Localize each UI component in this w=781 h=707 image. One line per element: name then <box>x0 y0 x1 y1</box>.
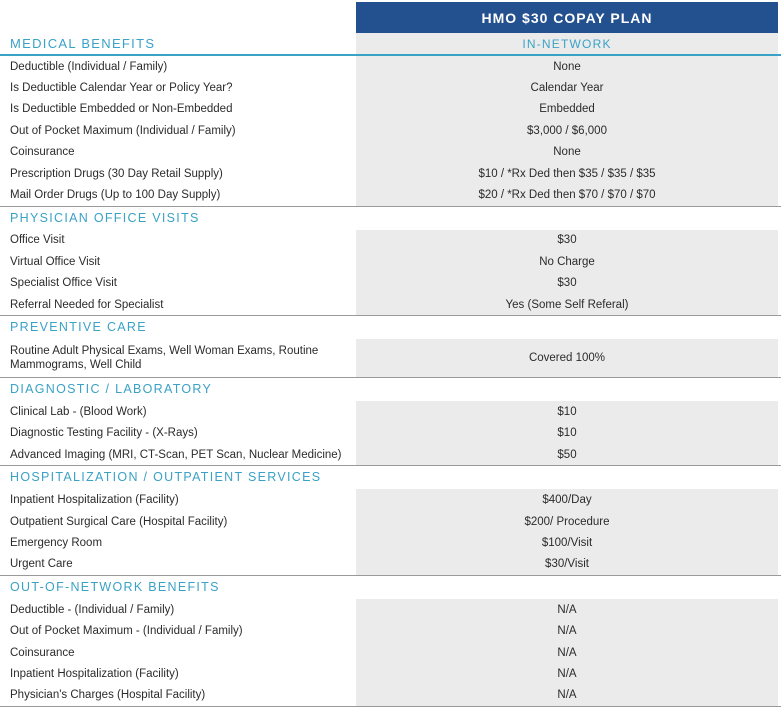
benefit-label: Is Deductible Calendar Year or Policy Ye… <box>10 82 233 95</box>
benefit-value: $10 <box>356 422 778 445</box>
benefit-label: Advanced Imaging (MRI, CT-Scan, PET Scan… <box>10 448 342 461</box>
benefit-label: Deductible (Individual / Family) <box>10 60 168 73</box>
section-title: PREVENTIVE CARE <box>10 320 147 335</box>
table-row: Mail Order Drugs (Up to 100 Day Supply) $… <box>0 184 781 206</box>
table-row: Deductible (Individual / Family) None <box>0 56 781 78</box>
table-row: Specialist Office Visit $30 <box>0 272 781 294</box>
section-header: PHYSICIAN OFFICE VISITS <box>0 205 781 230</box>
benefit-label: Out of Pocket Maximum (Individual / Fami… <box>10 124 236 137</box>
section-header: PREVENTIVE CARE <box>0 315 781 339</box>
benefit-value: N/A <box>356 663 778 685</box>
benefit-value: $100/Visit <box>356 532 778 554</box>
benefit-label: Virtual Office Visit <box>10 255 101 268</box>
benefit-value: $400/Day <box>356 489 778 511</box>
benefit-value: $30/Visit <box>356 553 778 576</box>
benefit-label: Office Visit <box>10 234 65 247</box>
section-header: DIAGNOSTIC / LABORATORY <box>0 377 781 401</box>
section-header: OUT-OF-NETWORK BENEFITS <box>0 575 781 599</box>
benefit-value: N/A <box>356 684 778 706</box>
benefits-table: Deductible (Individual / Family) None Is D… <box>0 56 781 707</box>
table-row: Deductible - (Individual / Family) N/A <box>0 599 781 621</box>
benefit-value: $30 <box>356 272 778 294</box>
benefit-value: $30 <box>356 229 778 252</box>
benefit-value: N/A <box>356 599 778 621</box>
benefit-label: Out of Pocket Maximum - (Individual / Fa… <box>10 625 243 638</box>
section-title: OUT-OF-NETWORK BENEFITS <box>10 580 220 595</box>
table-row: Routine Adult Physical Exams, Well Woman… <box>0 339 781 378</box>
benefit-value: $20 / *Rx Ded then $70 / $70 / $70 <box>356 184 778 206</box>
benefit-label: Inpatient Hospitalization (Facility) <box>10 494 179 507</box>
benefit-label: Inpatient Hospitalization (Facility) <box>10 667 179 680</box>
benefit-label: Emergency Room <box>10 536 103 549</box>
benefit-value: N/A <box>356 620 778 642</box>
benefit-value: No Charge <box>356 251 778 273</box>
table-row: Clinical Lab - (Blood Work) $10 <box>0 401 781 423</box>
table-row: Out of Pocket Maximum - (Individual / Fa… <box>0 620 781 642</box>
benefit-label: Referral Needed for Specialist <box>10 298 164 311</box>
section-title: PHYSICIAN OFFICE VISITS <box>10 210 200 225</box>
benefit-value: $3,000 / $6,000 <box>356 120 778 142</box>
table-row: Urgent Care $30/Visit <box>0 553 781 576</box>
table-row: Coinsurance N/A <box>0 641 781 664</box>
benefit-label: Clinical Lab - (Blood Work) <box>10 405 147 418</box>
table-row: Advanced Imaging (MRI, CT-Scan, PET Scan… <box>0 444 781 466</box>
benefit-label: Deductible - (Individual / Family) <box>10 603 175 616</box>
first-section-header: MEDICAL BENEFITS IN-NETWORK <box>0 33 781 55</box>
benefit-value: $10 / *Rx Ded then $35 / $35 / $35 <box>356 162 778 185</box>
table-row: Virtual Office Visit No Charge <box>0 251 781 273</box>
benefit-label: Outpatient Surgical Care (Hospital Facil… <box>10 515 228 528</box>
benefit-label: Diagnostic Testing Facility - (X-Rays) <box>10 427 198 440</box>
benefit-value: None <box>356 56 778 78</box>
section-header: HOSPITALIZATION / OUTPATIENT SERVICES <box>0 465 781 489</box>
table-row: Physician's Charges (Hospital Facility) N… <box>0 684 781 706</box>
plan-title: HMO $30 COPAY PLAN <box>356 2 778 33</box>
benefit-value: Calendar Year <box>356 77 778 99</box>
in-network-column-label: IN-NETWORK <box>356 33 778 55</box>
table-row: Inpatient Hospitalization (Facility) $400… <box>0 489 781 511</box>
section-title: MEDICAL BENEFITS <box>10 36 156 51</box>
benefit-label: Coinsurance <box>10 146 75 159</box>
benefit-value: Covered 100% <box>356 339 778 378</box>
benefit-label: Specialist Office Visit <box>10 277 117 290</box>
benefit-value: N/A <box>356 641 778 664</box>
table-row: Outpatient Surgical Care (Hospital Facil… <box>0 510 781 533</box>
table-row: Inpatient Hospitalization (Facility) N/A <box>0 663 781 685</box>
benefit-value: $200/ Procedure <box>356 510 778 533</box>
benefit-label: Routine Adult Physical Exams, Well Woman… <box>10 345 319 372</box>
benefit-label: Physician's Charges (Hospital Facility) <box>10 689 206 702</box>
table-row: Diagnostic Testing Facility - (X-Rays) $1… <box>0 422 781 445</box>
benefit-label: Coinsurance <box>10 646 75 659</box>
benefit-label: Urgent Care <box>10 558 73 571</box>
benefit-value: $10 <box>356 401 778 423</box>
table-row: Is Deductible Embedded or Non-Embedded Em… <box>0 98 781 121</box>
benefit-label: Prescription Drugs (30 Day Retail Supply… <box>10 167 223 180</box>
benefit-value: Embedded <box>356 98 778 121</box>
benefit-value: Yes (Some Self Referal) <box>356 293 778 316</box>
table-row: Coinsurance None <box>0 141 781 163</box>
table-row: Is Deductible Calendar Year or Policy Ye… <box>0 77 781 99</box>
table-row: Referral Needed for Specialist Yes (Some … <box>0 293 781 316</box>
benefit-label: Is Deductible Embedded or Non-Embedded <box>10 103 233 116</box>
benefit-value: $50 <box>356 444 778 466</box>
table-row: Out of Pocket Maximum (Individual / Fami… <box>0 120 781 142</box>
table-row: Emergency Room $100/Visit <box>0 532 781 554</box>
divider <box>0 54 781 56</box>
table-row: Prescription Drugs (30 Day Retail Supply… <box>0 162 781 185</box>
table-row: Office Visit $30 <box>0 229 781 252</box>
section-title: HOSPITALIZATION / OUTPATIENT SERVICES <box>10 470 322 485</box>
section-title: DIAGNOSTIC / LABORATORY <box>10 382 213 397</box>
benefit-value: None <box>356 141 778 163</box>
benefit-label: Mail Order Drugs (Up to 100 Day Supply) <box>10 189 221 202</box>
